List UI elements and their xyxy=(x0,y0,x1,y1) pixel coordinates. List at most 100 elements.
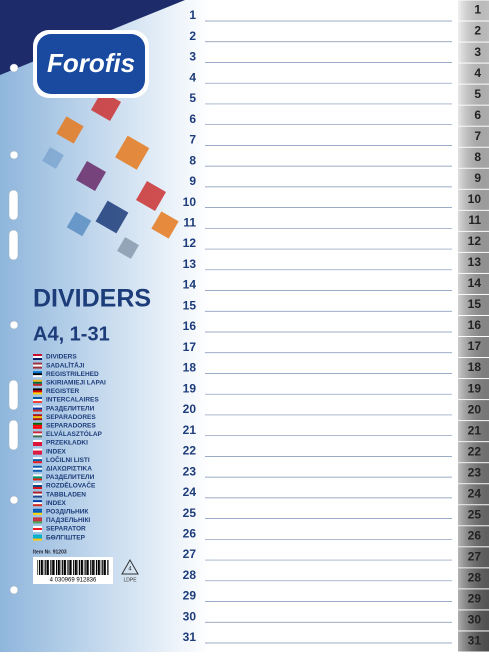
flag xyxy=(33,424,42,427)
bar-line xyxy=(61,560,63,575)
flag xyxy=(33,530,42,532)
tab-shade xyxy=(458,358,489,379)
bar-line xyxy=(107,560,109,575)
row-number: 21 xyxy=(183,423,197,437)
bar-line xyxy=(73,560,75,575)
flag xyxy=(33,474,42,477)
flag xyxy=(33,512,42,515)
rows: DIVIDERSSADALĪTĀJIREGISTRILEHEDSKIRIAMIE… xyxy=(33,0,489,652)
row-number: 16 xyxy=(183,319,197,333)
row-number: 19 xyxy=(183,381,197,395)
flag xyxy=(33,356,42,358)
bar-line xyxy=(90,560,92,575)
row-number: 4 xyxy=(189,70,196,84)
flag xyxy=(33,461,42,464)
tab-label: 9 xyxy=(474,171,481,185)
flag xyxy=(33,366,42,369)
tab-label: 23 xyxy=(468,465,482,479)
row-number: 13 xyxy=(183,257,197,271)
flag xyxy=(33,401,42,403)
barcode-bars xyxy=(37,560,109,575)
language-label: РАЗДЕЛИТЕЛИ xyxy=(46,405,95,412)
row-number: 26 xyxy=(183,527,197,541)
tab-label: 10 xyxy=(468,192,482,206)
bar-line xyxy=(38,560,41,575)
tab-label: 4 xyxy=(474,66,481,80)
bar-line xyxy=(50,560,52,575)
flag xyxy=(33,452,42,455)
tab-shade xyxy=(458,526,489,547)
row-number: 2 xyxy=(189,29,196,43)
flag xyxy=(33,478,42,481)
tab-shade xyxy=(458,484,489,505)
flag xyxy=(33,392,42,395)
flag xyxy=(33,495,42,498)
cube-art xyxy=(42,90,179,259)
bar-line xyxy=(97,560,100,575)
flag xyxy=(33,418,42,421)
language-label: REGISTRILEHED xyxy=(46,371,99,378)
flag xyxy=(33,409,42,412)
tab-shade xyxy=(458,189,489,210)
tab-label: 13 xyxy=(468,255,482,269)
bar-line xyxy=(105,560,106,575)
flag xyxy=(33,483,42,485)
language-label: ROZDĚLOVAČE xyxy=(46,481,96,490)
language-label: ΔΙΑΧΩΡΙΣΤΙΚΑ xyxy=(46,466,92,473)
tab-label: 30 xyxy=(468,613,482,627)
bar-line xyxy=(69,560,72,575)
tab-shade xyxy=(458,42,489,63)
tab-label: 5 xyxy=(474,87,481,101)
barcode-box xyxy=(33,557,113,584)
flag xyxy=(33,426,42,429)
bar-line xyxy=(56,560,58,575)
row-number: 7 xyxy=(189,133,196,147)
tab-shade xyxy=(458,231,489,252)
tab-label: 22 xyxy=(468,444,482,458)
bar-line xyxy=(92,560,94,575)
flag xyxy=(33,500,42,503)
bar-line xyxy=(78,560,80,575)
row-number: 31 xyxy=(183,630,197,644)
language-label: PRZEKŁADKI xyxy=(46,440,88,447)
flag xyxy=(33,448,42,451)
bar-line xyxy=(40,560,43,575)
flag xyxy=(33,526,42,528)
barcode-digits: 4 030969 912836 xyxy=(50,578,97,584)
flag xyxy=(33,459,42,462)
flag xyxy=(33,362,42,365)
flag xyxy=(33,467,42,470)
bar-line xyxy=(75,560,77,575)
bar-line xyxy=(63,560,66,575)
bar-line xyxy=(86,560,89,575)
bar-line xyxy=(44,560,46,575)
row-number: 20 xyxy=(183,402,197,416)
flag xyxy=(33,405,42,408)
flag xyxy=(33,388,42,391)
subtitle: A4, 1-31 xyxy=(33,323,110,345)
flag xyxy=(33,485,42,487)
recycle-icon xyxy=(121,558,139,575)
tab-shade xyxy=(458,610,489,631)
bar-line xyxy=(88,560,89,575)
tab-shade xyxy=(458,147,489,168)
flag xyxy=(33,442,42,444)
row-number: 18 xyxy=(183,361,197,375)
bar-line xyxy=(65,560,67,575)
flag xyxy=(33,433,42,436)
flag xyxy=(33,469,42,472)
tab-shade xyxy=(458,379,489,400)
flag xyxy=(33,536,42,539)
flag xyxy=(33,487,42,489)
bar-line xyxy=(103,560,106,575)
tab-shade xyxy=(458,126,489,147)
flag xyxy=(33,502,42,505)
flag xyxy=(33,416,42,419)
language-label: DIVIDERS xyxy=(46,354,77,361)
language-label: SEPARATOR xyxy=(46,526,86,533)
row-number: 27 xyxy=(183,547,197,561)
language-label: SADALĪTĀJI xyxy=(46,361,84,369)
tab-label: 17 xyxy=(468,339,482,353)
row-number: 8 xyxy=(189,153,196,167)
flag xyxy=(33,510,42,513)
